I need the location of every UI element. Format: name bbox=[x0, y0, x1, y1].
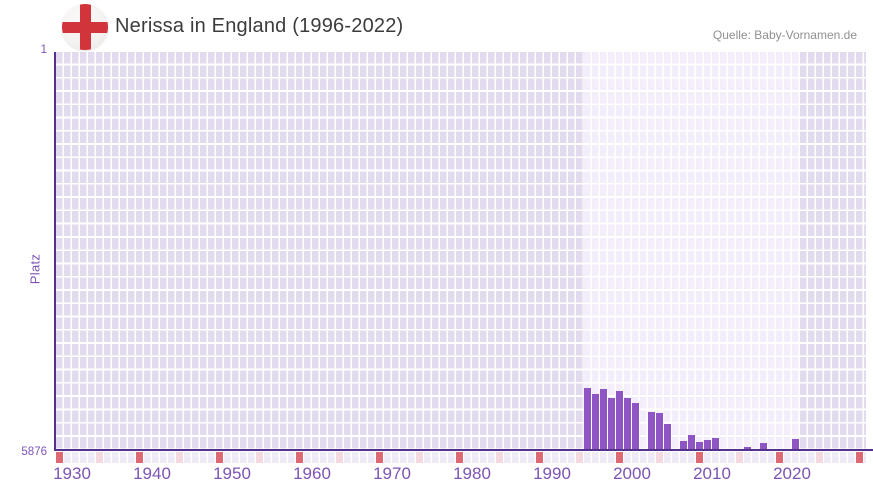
half-decade-tick-1995 bbox=[576, 452, 583, 463]
y-tick-min: 5876 bbox=[21, 446, 47, 458]
y-axis-line bbox=[54, 52, 56, 451]
platz-bar-2001[interactable] bbox=[624, 398, 631, 450]
half-decade-tick-1975 bbox=[416, 452, 423, 463]
x-tick-label-1940: 1940 bbox=[133, 464, 171, 483]
x-tick-label-1970: 1970 bbox=[373, 464, 411, 483]
x-tick-label-1980: 1980 bbox=[453, 464, 491, 483]
x-tick-label-2010: 2010 bbox=[693, 464, 731, 483]
decade-tick-2020 bbox=[776, 452, 783, 463]
platz-bar-2016[interactable] bbox=[744, 447, 751, 450]
half-decade-tick-1965 bbox=[336, 452, 343, 463]
decade-tick-1970 bbox=[376, 452, 383, 463]
decade-tick-1950 bbox=[216, 452, 223, 463]
half-decade-tick-2025 bbox=[816, 452, 823, 463]
platz-bar-1999[interactable] bbox=[608, 398, 615, 450]
platz-bar-2018[interactable] bbox=[760, 443, 767, 450]
x-tick-label-2000: 2000 bbox=[613, 464, 651, 483]
decade-tick-2010 bbox=[696, 452, 703, 463]
x-tick-labels: 1930 1940 1950 1960 1970 1980 1990 2000 2010 2020 bbox=[53, 464, 866, 486]
platz-bar-2011[interactable] bbox=[704, 440, 711, 450]
decade-tick-1930 bbox=[56, 452, 63, 463]
source-attribution: Quelle: Baby-Vornamen.de bbox=[712, 28, 857, 42]
half-decade-tick-2005 bbox=[656, 452, 663, 463]
half-decade-tick-1985 bbox=[496, 452, 503, 463]
platz-bar-1998[interactable] bbox=[600, 389, 607, 450]
platz-bar-1996[interactable] bbox=[584, 388, 591, 450]
decade-tick-1980 bbox=[456, 452, 463, 463]
half-decade-tick-1935 bbox=[96, 452, 103, 463]
platz-bar-2012[interactable] bbox=[712, 438, 719, 450]
decade-tick-1960 bbox=[296, 452, 303, 463]
platz-bar-2000[interactable] bbox=[616, 391, 623, 450]
platz-bar-2002[interactable] bbox=[632, 403, 639, 450]
half-decade-tick-1945 bbox=[176, 452, 183, 463]
y-axis-label: Platz bbox=[27, 253, 43, 285]
half-decade-tick-2015 bbox=[736, 452, 743, 463]
platz-bar-1997[interactable] bbox=[592, 394, 599, 450]
platz-bar-2009[interactable] bbox=[688, 435, 695, 450]
platz-bar-2008[interactable] bbox=[680, 441, 687, 450]
chart-title: Nerissa in England (1996-2022) bbox=[115, 15, 404, 37]
decade-tick-1990 bbox=[536, 452, 543, 463]
x-tick-label-2020: 2020 bbox=[773, 464, 811, 483]
x-axis-line bbox=[54, 449, 873, 451]
plot-area bbox=[56, 52, 866, 450]
half-decade-tick-1955 bbox=[256, 452, 263, 463]
platz-bar-2006[interactable] bbox=[664, 424, 671, 450]
flag-cross-horizontal bbox=[62, 21, 108, 33]
x-tick-row bbox=[56, 452, 866, 463]
decade-tick-2000 bbox=[616, 452, 623, 463]
platz-bar-2005[interactable] bbox=[656, 413, 663, 450]
x-tick-label-1950: 1950 bbox=[213, 464, 251, 483]
decade-tick-1940 bbox=[136, 452, 143, 463]
platz-bar-2004[interactable] bbox=[648, 412, 655, 450]
x-tick-label-1990: 1990 bbox=[533, 464, 571, 483]
x-tick-label-1960: 1960 bbox=[293, 464, 331, 483]
england-flag-icon bbox=[62, 4, 108, 50]
y-tick-max: 1 bbox=[40, 44, 47, 56]
platz-bar-2022[interactable] bbox=[792, 439, 799, 450]
x-tick-label-1930: 1930 bbox=[53, 464, 91, 483]
data-period-highlight-band bbox=[583, 52, 800, 450]
decade-tick-2030 bbox=[856, 452, 863, 463]
platz-bar-2010[interactable] bbox=[696, 442, 703, 450]
